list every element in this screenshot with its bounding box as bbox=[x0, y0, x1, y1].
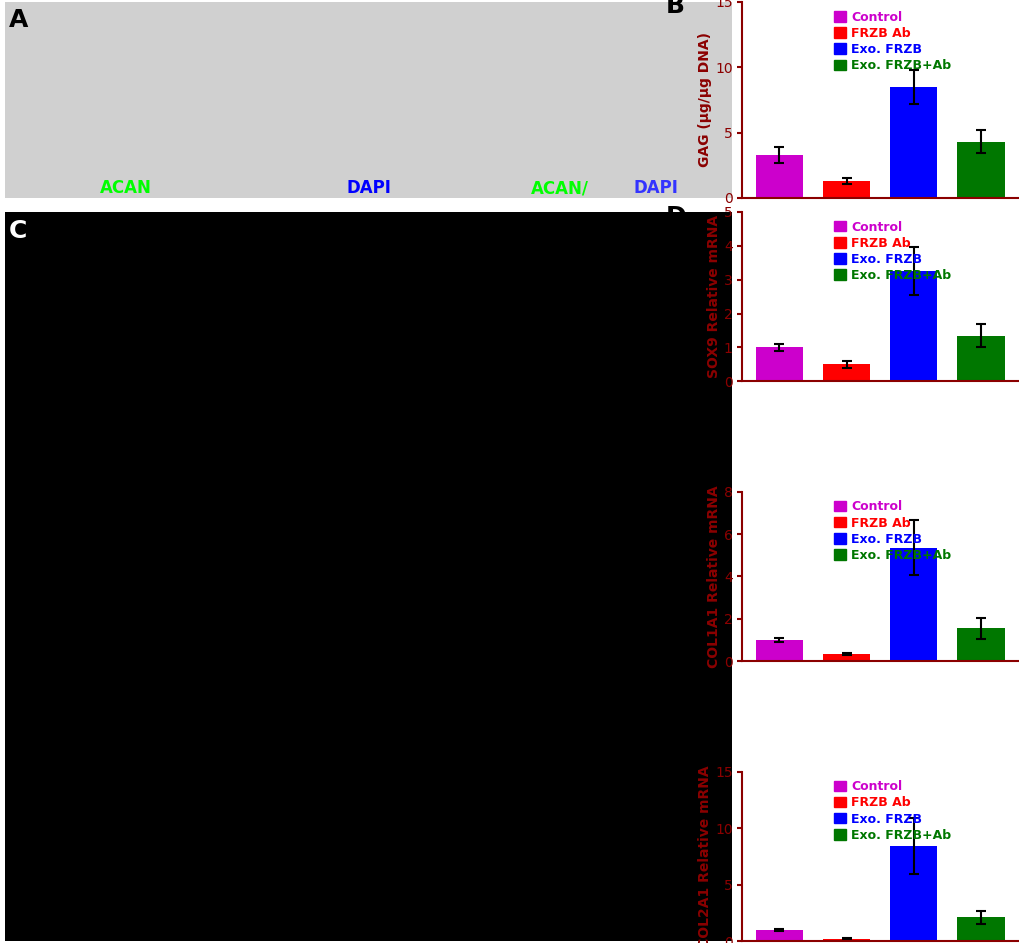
Bar bbox=[890, 846, 936, 941]
Bar bbox=[822, 181, 869, 198]
Bar bbox=[957, 628, 1004, 661]
Text: B: B bbox=[664, 0, 684, 18]
Text: DAPI: DAPI bbox=[346, 179, 391, 197]
Bar bbox=[957, 918, 1004, 941]
Bar bbox=[822, 364, 869, 381]
Bar bbox=[890, 272, 936, 381]
Y-axis label: COL2A1 Relative mRNA: COL2A1 Relative mRNA bbox=[698, 765, 711, 943]
Bar bbox=[890, 548, 936, 661]
Bar bbox=[755, 640, 802, 661]
Legend: Control, FRZB Ab, Exo. FRZB, Exo. FRZB+Ab: Control, FRZB Ab, Exo. FRZB, Exo. FRZB+A… bbox=[830, 778, 953, 844]
Text: DAPI: DAPI bbox=[633, 179, 678, 197]
Legend: Control, FRZB Ab, Exo. FRZB, Exo. FRZB+Ab: Control, FRZB Ab, Exo. FRZB, Exo. FRZB+A… bbox=[830, 498, 953, 564]
Legend: Control, FRZB Ab, Exo. FRZB, Exo. FRZB+Ab: Control, FRZB Ab, Exo. FRZB, Exo. FRZB+A… bbox=[830, 218, 953, 285]
Y-axis label: SOX9 Relative mRNA: SOX9 Relative mRNA bbox=[706, 215, 720, 378]
Text: F: F bbox=[664, 765, 682, 788]
Legend: Control, FRZB Ab, Exo. FRZB, Exo. FRZB+Ab: Control, FRZB Ab, Exo. FRZB, Exo. FRZB+A… bbox=[830, 8, 953, 74]
Bar bbox=[822, 653, 869, 661]
Bar bbox=[890, 87, 936, 198]
Y-axis label: COL1A1 Relative mRNA: COL1A1 Relative mRNA bbox=[706, 485, 720, 668]
Text: C: C bbox=[9, 219, 28, 243]
Y-axis label: GAG (μg/μg DNA): GAG (μg/μg DNA) bbox=[698, 32, 711, 168]
Text: ACAN/: ACAN/ bbox=[531, 179, 589, 197]
Bar bbox=[957, 336, 1004, 381]
Bar bbox=[755, 155, 802, 198]
Bar bbox=[822, 939, 869, 941]
Bar bbox=[957, 141, 1004, 198]
Bar bbox=[755, 930, 802, 941]
Text: A: A bbox=[9, 8, 29, 32]
Text: D: D bbox=[664, 205, 685, 229]
Text: ACAN: ACAN bbox=[100, 179, 152, 197]
Text: E: E bbox=[664, 485, 682, 509]
Bar bbox=[755, 348, 802, 381]
